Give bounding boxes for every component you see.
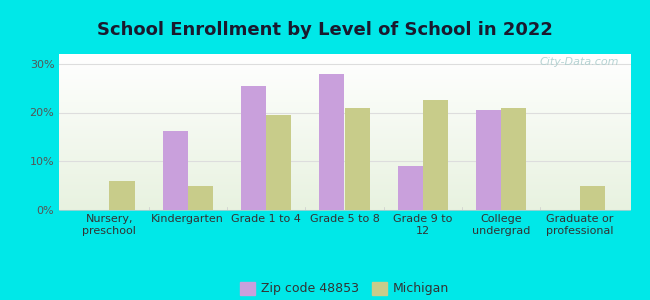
- Legend: Zip code 48853, Michigan: Zip code 48853, Michigan: [235, 277, 454, 300]
- Bar: [241, 86, 266, 210]
- Bar: [266, 115, 291, 210]
- Text: School Enrollment by Level of School in 2022: School Enrollment by Level of School in …: [97, 21, 553, 39]
- Bar: [423, 100, 448, 210]
- Bar: [580, 186, 604, 210]
- Bar: [501, 108, 526, 210]
- Text: City-Data.com: City-Data.com: [540, 57, 619, 67]
- Bar: [398, 166, 423, 210]
- Bar: [476, 110, 501, 210]
- Bar: [188, 186, 213, 210]
- Bar: [344, 108, 370, 210]
- Bar: [319, 74, 344, 210]
- Bar: [109, 181, 135, 210]
- Bar: [162, 130, 188, 210]
